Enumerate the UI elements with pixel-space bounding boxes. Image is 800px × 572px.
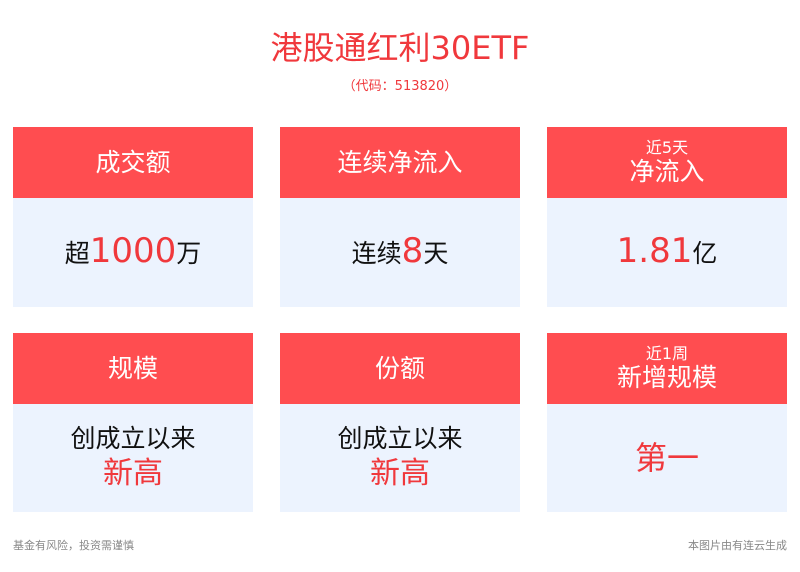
card-highlight: 新高 xyxy=(370,456,430,491)
card-value-line1: 创成立以来 xyxy=(337,424,463,453)
card-consecutive-inflow: 连续净流入 连续8天 xyxy=(280,127,520,307)
card-5day-inflow: 近5天 净流入 1.81亿 xyxy=(547,127,787,307)
card-sublabel: 近5天 xyxy=(645,137,689,157)
card-label: 成交额 xyxy=(95,147,171,177)
card-value: 1.81亿 xyxy=(616,231,718,271)
card-highlight: 新高 xyxy=(103,456,163,491)
card-label: 规模 xyxy=(107,353,158,383)
card-label: 份额 xyxy=(374,353,425,383)
card-highlight: 第一 xyxy=(634,439,699,477)
card-weekly-scale-growth: 近1周 新增规模 第一 xyxy=(547,333,787,512)
risk-disclaimer: 基金有风险，投资需谨慎 xyxy=(13,539,134,552)
generated-by: 本图片由有连云生成 xyxy=(688,539,787,552)
card-shares: 份额 创成立以来新高 xyxy=(280,333,520,512)
card-label: 连续净流入 xyxy=(337,147,463,177)
card-value-line1: 创成立以来 xyxy=(70,424,196,453)
card-value: 超1000万 xyxy=(64,231,202,271)
card-sublabel: 近1周 xyxy=(645,343,689,363)
page-title: 港股通红利30ETF xyxy=(270,29,530,67)
fund-code: （代码：513820） xyxy=(342,79,458,94)
card-label: 新增规模 xyxy=(616,362,717,392)
card-scale: 规模 创成立以来新高 xyxy=(13,333,253,512)
card-label: 净流入 xyxy=(629,156,705,186)
card-value: 连续8天 xyxy=(351,231,449,271)
card-turnover: 成交额 超1000万 xyxy=(13,127,253,307)
